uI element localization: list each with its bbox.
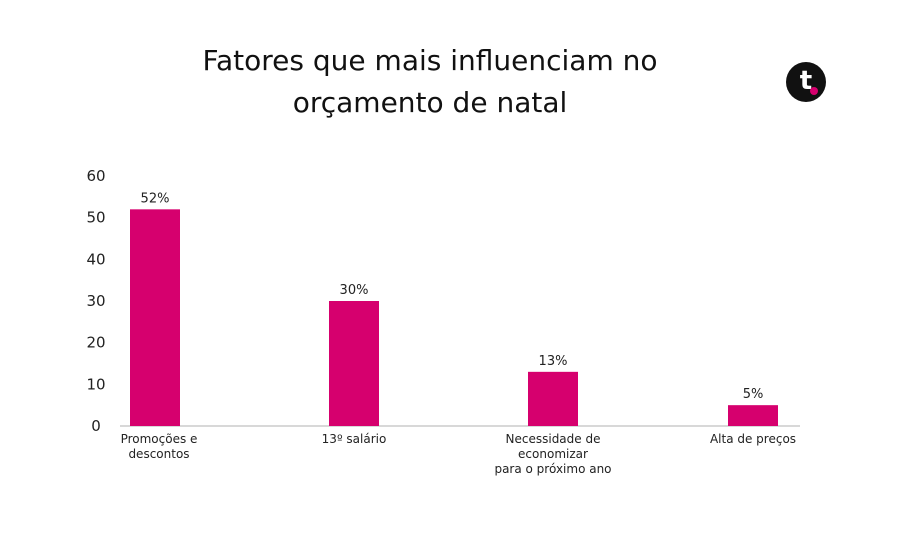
brand-logo: t (786, 62, 826, 102)
chart-title: Fatores que mais influenciam no orçament… (130, 40, 730, 124)
y-tick-label: 0 (91, 417, 101, 435)
y-tick-label: 50 (86, 209, 105, 227)
chart-title-line-2: orçamento de natal (292, 86, 568, 119)
bar (329, 301, 379, 426)
y-tick-label: 60 (86, 167, 105, 185)
y-tick-label: 20 (86, 334, 105, 352)
category-label: Alta de preços (710, 432, 796, 446)
bar (130, 209, 180, 426)
category-label: economizar (518, 447, 588, 461)
chart-title-line-1: Fatores que mais influenciam no (202, 44, 658, 77)
logo-dot (810, 87, 818, 95)
bar-value-label: 52% (141, 191, 170, 206)
y-tick-label: 40 (86, 250, 105, 268)
y-tick-label: 10 (86, 375, 105, 393)
logo-letter: t (799, 66, 813, 96)
bar-value-label: 5% (743, 387, 764, 402)
category-label: Necessidade de (506, 432, 601, 446)
bar (528, 371, 578, 426)
category-label: para o próximo ano (494, 462, 611, 476)
category-label: descontos (128, 447, 189, 461)
bar (728, 405, 778, 426)
category-label: 13º salário (322, 432, 387, 446)
bar-value-label: 13% (539, 354, 568, 369)
bar-value-label: 30% (340, 283, 369, 298)
category-label: Promoções e (121, 432, 198, 446)
y-tick-label: 30 (86, 292, 105, 310)
